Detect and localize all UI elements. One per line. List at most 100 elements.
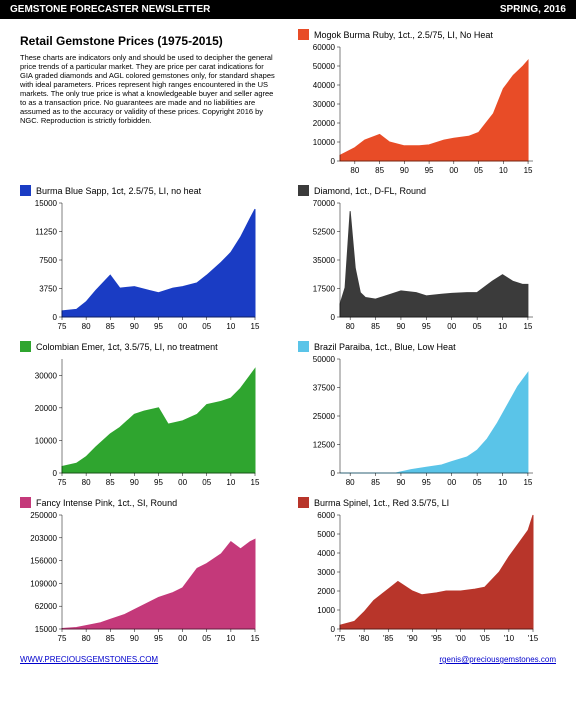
svg-text:05: 05	[202, 478, 211, 487]
svg-text:05: 05	[202, 322, 211, 331]
svg-text:109000: 109000	[30, 579, 57, 588]
svg-text:90: 90	[130, 478, 139, 487]
svg-text:00: 00	[447, 478, 456, 487]
svg-text:20000: 20000	[35, 404, 58, 413]
svg-text:95: 95	[154, 478, 163, 487]
svg-text:10000: 10000	[313, 138, 336, 147]
svg-text:3000: 3000	[317, 568, 335, 577]
header-bar: GEMSTONE FORECASTER NEWSLETTER SPRING, 2…	[0, 0, 576, 19]
svg-text:85: 85	[106, 478, 115, 487]
legend-swatch	[298, 341, 309, 352]
svg-text:90: 90	[396, 478, 405, 487]
svg-text:95: 95	[154, 634, 163, 643]
svg-text:85: 85	[106, 634, 115, 643]
svg-text:'75: '75	[335, 634, 346, 643]
area-path	[340, 515, 533, 629]
chart-paraiba: Brazil Paraiba, 1ct., Blue, Low Heat0125…	[298, 341, 556, 489]
legend-swatch	[298, 497, 309, 508]
svg-text:250000: 250000	[30, 511, 57, 520]
svg-text:80: 80	[346, 478, 355, 487]
chart-title-label: Fancy Intense Pink, 1ct., SI, Round	[36, 498, 177, 508]
footer-link-right[interactable]: rgenis@preciousgemstones.com	[439, 655, 556, 664]
svg-text:70000: 70000	[313, 199, 336, 208]
svg-text:0: 0	[331, 313, 336, 322]
svg-text:05: 05	[202, 634, 211, 643]
chart-title-label: Colombian Emer, 1ct, 3.5/75, LI, no trea…	[36, 342, 218, 352]
svg-text:10: 10	[499, 166, 508, 175]
svg-text:5000: 5000	[317, 530, 335, 539]
svg-text:75: 75	[58, 322, 67, 331]
svg-text:00: 00	[178, 478, 187, 487]
svg-text:30000: 30000	[35, 371, 58, 380]
svg-text:05: 05	[474, 166, 483, 175]
chart-pink: Fancy Intense Pink, 1ct., SI, Round 15 00 0…	[20, 497, 278, 645]
svg-text:95: 95	[425, 166, 434, 175]
chart-emerald: Colombian Emer, 1ct, 3.5/75, LI, no trea…	[20, 341, 278, 489]
svg-text:15: 15	[251, 322, 260, 331]
header-title-right: SPRING, 2016	[500, 4, 566, 15]
svg-text:156000: 156000	[30, 557, 57, 566]
content-area: Retail Gemstone Prices (1975-2015)These …	[0, 19, 576, 650]
area-path	[62, 369, 255, 473]
svg-text:95: 95	[422, 322, 431, 331]
svg-text:15: 15	[251, 478, 260, 487]
chart-sapphire: Burma Blue Sapp, 1ct, 2.5/75, LI, no hea…	[20, 185, 278, 333]
svg-text:85: 85	[106, 322, 115, 331]
chart-title-label: Burma Blue Sapp, 1ct, 2.5/75, LI, no hea…	[36, 186, 201, 196]
svg-text:00: 00	[178, 634, 187, 643]
svg-text:37500: 37500	[313, 384, 336, 393]
svg-text:50000: 50000	[313, 62, 336, 71]
chart-ruby: Mogok Burma Ruby, 1ct., 2.5/75, LI, No H…	[298, 29, 556, 177]
footer-link-left[interactable]: WWW.PRECIOUSGEMSTONES.COM	[20, 655, 158, 664]
svg-text:10: 10	[498, 478, 507, 487]
svg-text:75: 75	[58, 478, 67, 487]
svg-text:85: 85	[375, 166, 384, 175]
svg-text:10000: 10000	[35, 436, 58, 445]
svg-text:10: 10	[226, 478, 235, 487]
svg-text:1000: 1000	[317, 606, 335, 615]
svg-text:10: 10	[226, 634, 235, 643]
chart-svg: 0 10000 20000 30000 75 80 85 90 95 00 05 10 15	[20, 354, 260, 489]
chart-spinel: Burma Spinel, 1ct., Red 3.5/75, LI 0 1000 2…	[298, 497, 556, 645]
svg-text:80: 80	[82, 478, 91, 487]
svg-text:'15: '15	[528, 634, 538, 643]
svg-text:00: 00	[449, 166, 458, 175]
svg-text:2000: 2000	[317, 587, 335, 596]
svg-text:75: 75	[58, 634, 67, 643]
svg-text:0: 0	[53, 469, 58, 478]
chart-title-label: Mogok Burma Ruby, 1ct., 2.5/75, LI, No H…	[314, 30, 493, 40]
svg-text:6000: 6000	[317, 511, 335, 520]
legend-swatch	[20, 185, 31, 196]
svg-text:7500: 7500	[39, 256, 57, 265]
svg-text:'00: '00	[455, 634, 466, 643]
svg-text:0: 0	[331, 157, 336, 166]
svg-text:'80: '80	[359, 634, 370, 643]
svg-text:90: 90	[130, 322, 139, 331]
chart-svg: 0375075001125015000758085909500051015	[20, 198, 260, 333]
svg-text:0: 0	[331, 625, 336, 634]
legend-swatch	[20, 497, 31, 508]
chart-title-paraiba: Brazil Paraiba, 1ct., Blue, Low Heat	[298, 341, 556, 352]
chart-title-diamond: Diamond, 1ct., D-FL, Round	[298, 185, 556, 196]
svg-text:00: 00	[447, 322, 456, 331]
svg-text:00: 00	[178, 322, 187, 331]
chart-title-emerald: Colombian Emer, 1ct, 3.5/75, LI, no trea…	[20, 341, 278, 352]
chart-diamond: Diamond, 1ct., D-FL, Round01750035000525…	[298, 185, 556, 333]
svg-text:15000: 15000	[35, 199, 58, 208]
svg-text:15: 15	[251, 634, 260, 643]
svg-text:'95: '95	[431, 634, 442, 643]
svg-text:90: 90	[396, 322, 405, 331]
svg-text:10: 10	[226, 322, 235, 331]
svg-text:50000: 50000	[313, 355, 336, 364]
chart-title-spinel: Burma Spinel, 1ct., Red 3.5/75, LI	[298, 497, 556, 508]
legend-swatch	[298, 185, 309, 196]
svg-text:95: 95	[154, 322, 163, 331]
svg-text:'10: '10	[504, 634, 515, 643]
area-path	[340, 373, 528, 473]
intro-body: These charts are indicators only and sho…	[20, 53, 278, 125]
svg-text:15: 15	[523, 322, 532, 331]
chart-title-sapphire: Burma Blue Sapp, 1ct, 2.5/75, LI, no hea…	[20, 185, 278, 196]
svg-text:20000: 20000	[313, 119, 336, 128]
svg-text:'85: '85	[383, 634, 394, 643]
svg-text:15: 15	[523, 478, 532, 487]
